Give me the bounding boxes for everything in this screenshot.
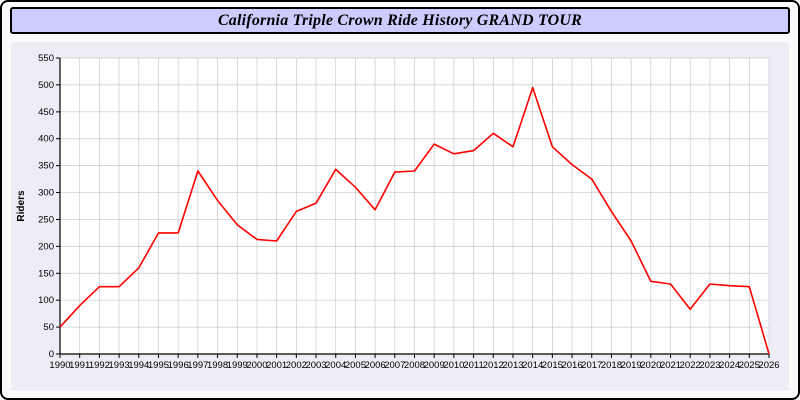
- svg-text:2014: 2014: [522, 360, 543, 371]
- svg-text:50: 50: [43, 322, 54, 333]
- svg-text:2011: 2011: [463, 360, 483, 371]
- svg-text:400: 400: [38, 134, 54, 145]
- svg-text:2004: 2004: [325, 360, 346, 371]
- svg-text:100: 100: [38, 295, 54, 306]
- riders-line-chart: 0501001502002503003504004505005501990199…: [16, 53, 780, 371]
- chart-title-bar: California Triple Crown Ride History GRA…: [10, 7, 790, 34]
- svg-text:2025: 2025: [739, 360, 760, 371]
- svg-text:350: 350: [38, 161, 54, 172]
- svg-text:1992: 1992: [89, 360, 110, 371]
- svg-text:2010: 2010: [443, 360, 464, 371]
- svg-text:2002: 2002: [286, 360, 307, 371]
- svg-text:2022: 2022: [680, 360, 701, 371]
- svg-text:2017: 2017: [581, 360, 602, 371]
- svg-text:300: 300: [38, 188, 54, 199]
- svg-text:2000: 2000: [246, 360, 267, 371]
- svg-text:2003: 2003: [305, 360, 326, 371]
- svg-text:550: 550: [38, 53, 54, 64]
- svg-text:Riders: Riders: [16, 190, 27, 222]
- svg-text:2018: 2018: [601, 360, 622, 371]
- svg-text:2020: 2020: [640, 360, 661, 371]
- svg-text:2021: 2021: [660, 360, 681, 371]
- svg-text:1995: 1995: [148, 360, 169, 371]
- svg-text:500: 500: [38, 80, 54, 91]
- chart-panel: 0 50 100 150 200 250 300 350 400 450 500 550 1990 199…: [11, 42, 789, 391]
- svg-text:2005: 2005: [345, 360, 366, 371]
- svg-text:250: 250: [38, 214, 54, 225]
- svg-text:1993: 1993: [109, 360, 130, 371]
- svg-text:2023: 2023: [699, 360, 720, 371]
- svg-text:1996: 1996: [168, 360, 189, 371]
- svg-text:2026: 2026: [758, 360, 779, 371]
- svg-text:450: 450: [38, 107, 54, 118]
- svg-text:2024: 2024: [719, 360, 740, 371]
- svg-text:150: 150: [38, 268, 54, 279]
- svg-text:2013: 2013: [502, 360, 523, 371]
- svg-text:1990: 1990: [49, 360, 70, 371]
- svg-text:2012: 2012: [483, 360, 504, 371]
- svg-text:2015: 2015: [542, 360, 563, 371]
- svg-text:1999: 1999: [227, 360, 248, 371]
- svg-text:2016: 2016: [561, 360, 582, 371]
- svg-text:200: 200: [38, 241, 54, 252]
- svg-text:2006: 2006: [365, 360, 386, 371]
- svg-text:1997: 1997: [187, 360, 208, 371]
- svg-text:2008: 2008: [404, 360, 425, 371]
- svg-text:1991: 1991: [69, 360, 90, 371]
- svg-text:1994: 1994: [128, 360, 149, 371]
- svg-text:2019: 2019: [621, 360, 642, 371]
- svg-text:2007: 2007: [384, 360, 405, 371]
- svg-text:2009: 2009: [424, 360, 445, 371]
- chart-title: California Triple Crown Ride History GRA…: [217, 11, 583, 29]
- svg-text:0: 0: [49, 349, 54, 360]
- svg-text:2001: 2001: [266, 360, 287, 371]
- svg-text:1998: 1998: [207, 360, 228, 371]
